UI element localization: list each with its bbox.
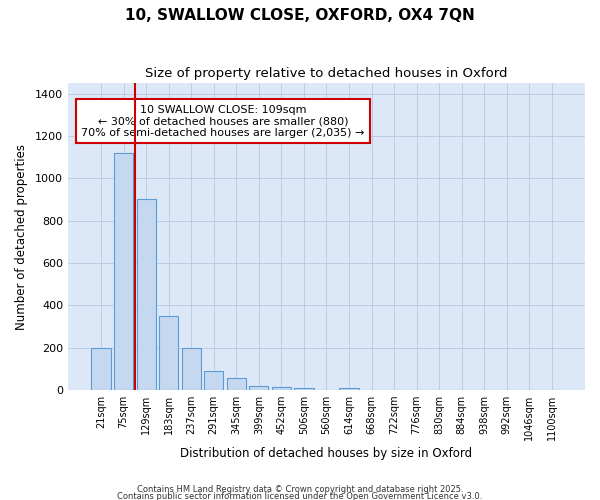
Bar	[159, 316, 178, 390]
Bar	[137, 200, 155, 390]
Bar	[295, 388, 314, 390]
Text: Contains public sector information licensed under the Open Government Licence v3: Contains public sector information licen…	[118, 492, 482, 500]
Bar	[249, 386, 268, 390]
Bar	[91, 348, 110, 390]
Bar	[272, 387, 291, 390]
X-axis label: Distribution of detached houses by size in Oxford: Distribution of detached houses by size …	[181, 447, 473, 460]
Bar	[182, 348, 201, 390]
Text: Contains HM Land Registry data © Crown copyright and database right 2025.: Contains HM Land Registry data © Crown c…	[137, 486, 463, 494]
Bar	[227, 378, 246, 390]
Title: Size of property relative to detached houses in Oxford: Size of property relative to detached ho…	[145, 68, 508, 80]
Text: 10, SWALLOW CLOSE, OXFORD, OX4 7QN: 10, SWALLOW CLOSE, OXFORD, OX4 7QN	[125, 8, 475, 22]
Y-axis label: Number of detached properties: Number of detached properties	[15, 144, 28, 330]
Text: 10 SWALLOW CLOSE: 109sqm
← 30% of detached houses are smaller (880)
70% of semi-: 10 SWALLOW CLOSE: 109sqm ← 30% of detach…	[82, 104, 365, 138]
Bar	[340, 388, 359, 390]
Bar	[204, 371, 223, 390]
Bar	[114, 153, 133, 390]
